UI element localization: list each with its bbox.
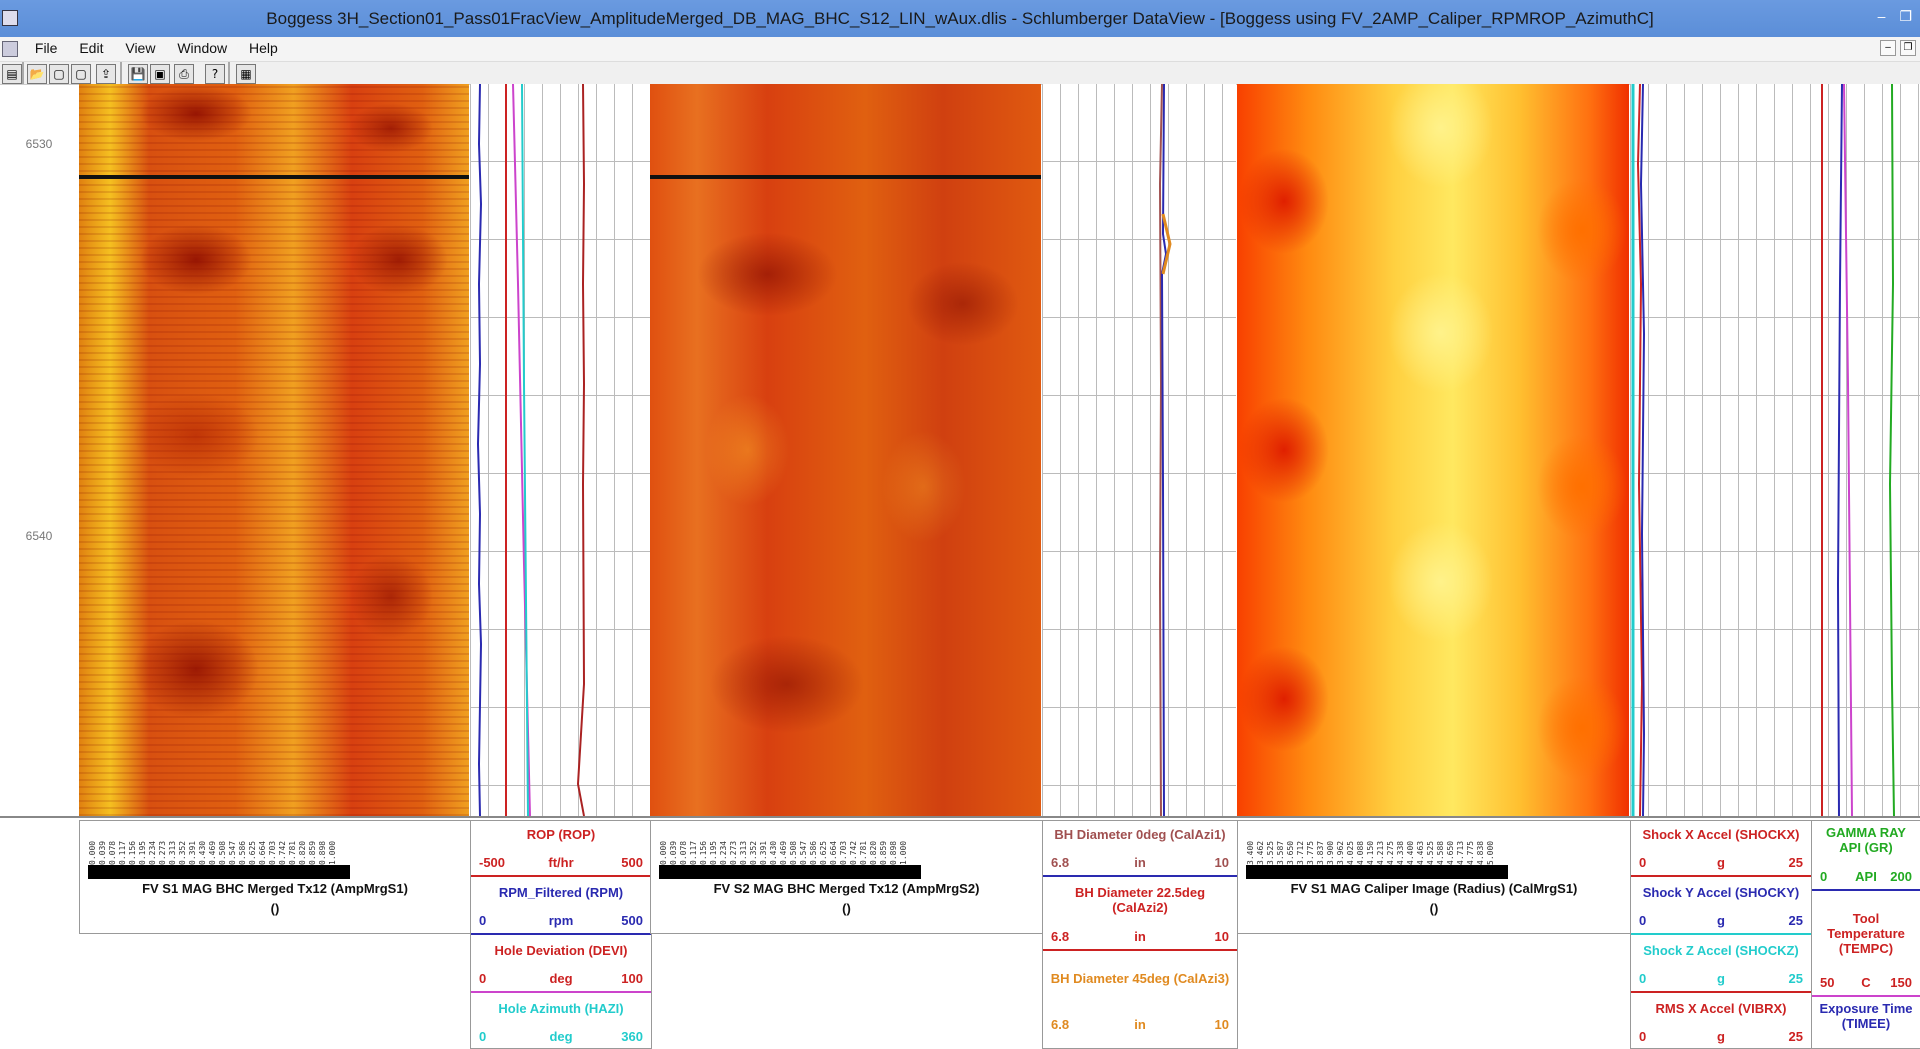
print-icon[interactable]: ⎙ [174, 64, 194, 84]
timee-name: Exposure Time (TIMEE) [1819, 1001, 1913, 1031]
rop-rpm-track [470, 84, 650, 816]
depth-label-6530: 6530 [25, 137, 53, 151]
gr-line [1812, 889, 1920, 891]
help-icon[interactable]: ? [205, 64, 225, 84]
shocky-curve [1639, 84, 1646, 816]
amp-s2-header[interactable]: 0.000 0.039 0.078 0.117 0.156 0.195 0.234 0.273… [650, 820, 1043, 934]
amp-s2-ticks: 0.000 0.039 0.078 0.117 0.156 0.195 0.234 0.273… [659, 840, 908, 865]
rop-line [471, 875, 651, 877]
save-icon[interactable]: 💾 [128, 64, 148, 84]
mdi-restore-button[interactable]: ❐ [1900, 40, 1916, 56]
save-as-icon[interactable]: ▣ [150, 64, 170, 84]
rpm-curve [476, 84, 483, 816]
calazi2-name: BH Diameter 22.5deg (CalAzi2) [1074, 885, 1206, 915]
restore-button[interactable]: ❐ [1899, 8, 1912, 24]
tempc-line [1812, 995, 1920, 997]
calazi2-line [1043, 949, 1237, 951]
caliper-name: FV S1 MAG Caliper Image (Radius) (CalMrg… [1290, 881, 1578, 896]
shock-curves [1630, 84, 1920, 816]
amp-s2-colorbar [659, 865, 921, 879]
new-icon[interactable]: ▤ [2, 64, 22, 84]
depth-marker-line-2 [650, 175, 1041, 179]
amp-s1-name: FV S1 MAG BHC Merged Tx12 (AmpMrgS1) [142, 881, 408, 896]
blank-icon[interactable]: ▢ [71, 64, 91, 84]
tempc-name: Tool Temperature (TEMPC) [1827, 911, 1905, 956]
open-icon[interactable]: 📂 [27, 64, 47, 84]
depth-label-6540: 6540 [25, 529, 53, 543]
shockz-line [1631, 991, 1811, 993]
menu-window[interactable]: Window [177, 40, 228, 56]
calazi1-curve [1158, 84, 1163, 816]
header-panel: 0.000 0.039 0.078 0.117 0.156 0.195 0.234 0.273… [0, 816, 1920, 1049]
title-bar: Boggess 3H_Section01_Pass01FracView_Ampl… [0, 0, 1920, 37]
caliper-image-header[interactable]: 3.400 3.462 3.525 3.587 3.650 3.712 3.775 3.837… [1237, 820, 1631, 934]
mdi-minimize-button[interactable]: – [1880, 40, 1896, 56]
amp-s1-ticks: 0.000 0.039 0.078 0.117 0.156 0.195 0.234 0.273… [88, 840, 337, 865]
timee-curve [1843, 84, 1853, 816]
caliper-colorbar [1246, 865, 1508, 879]
menu-view[interactable]: View [125, 40, 156, 56]
rop-rpm-curves [470, 84, 650, 816]
caliper-ticks: 3.400 3.462 3.525 3.587 3.650 3.712 3.775 3.837… [1246, 840, 1495, 865]
hazi-curve [521, 84, 529, 816]
menu-edit[interactable]: Edit [79, 40, 104, 56]
calazi2-curve [1160, 84, 1168, 816]
shockx-name: Shock X Accel (SHOCKX) [1642, 827, 1800, 842]
gr-curve [1888, 84, 1895, 816]
calazi1-line [1043, 875, 1237, 877]
app-icon[interactable] [2, 10, 18, 26]
blank-icon[interactable]: ▢ [49, 64, 69, 84]
menu-bar: File Edit View Window Help – ❐ [0, 37, 1920, 62]
gr-name: GAMMA RAY API (GR) [1826, 825, 1906, 855]
calazi3-curve [1161, 213, 1172, 275]
rop-group-header[interactable]: ROP (ROP) -500 ft/hr 500 RPM_Filtered (RPM… [470, 820, 652, 1049]
shock-group-header[interactable]: Shock X Accel (SHOCKX) 0 g 25 Shock Y Acce… [1630, 820, 1812, 1049]
shockx-line [1631, 875, 1811, 877]
rpm-name: RPM_Filtered (RPM) [498, 885, 624, 900]
minimize-button[interactable]: – [1877, 8, 1886, 24]
export-icon[interactable]: ⇪ [96, 64, 116, 84]
amp-s1-unit: () [270, 901, 280, 916]
hazi-name: Hole Azimuth (HAZI) [498, 1001, 624, 1016]
amp-s2-image[interactable] [650, 84, 1041, 816]
shocky-line [1631, 933, 1811, 935]
menu-file[interactable]: File [34, 40, 58, 56]
caliper-unit: () [1429, 901, 1439, 916]
shockz-name: Shock Z Accel (SHOCKZ) [1643, 943, 1799, 958]
caliper-image[interactable] [1237, 84, 1629, 816]
calazi1-name: BH Diameter 0deg (CalAzi1) [1054, 827, 1226, 842]
tempc-curve [1836, 84, 1843, 816]
menu-help[interactable]: Help [249, 40, 278, 56]
amp-s1-header[interactable]: 0.000 0.039 0.078 0.117 0.156 0.195 0.234 0.273… [79, 820, 471, 934]
gr-group-header[interactable]: GAMMA RAY API (GR) 0 API 200 Tool Temperat… [1811, 820, 1920, 1049]
toolbar: ▤ 📂 ▢ ▢ ⇪ 💾 ▣ ⎙ ? ▦ [0, 62, 1920, 85]
vibrx-name: RMS X Accel (VIBRX) [1655, 1001, 1787, 1016]
document-icon[interactable] [2, 41, 18, 57]
layout-icon[interactable]: ▦ [236, 64, 256, 84]
caliper-track [1042, 84, 1236, 816]
shocky-name: Shock Y Accel (SHOCKY) [1642, 885, 1800, 900]
devi-name: Hole Deviation (DEVI) [494, 943, 628, 958]
amp-s1-image[interactable] [79, 84, 469, 816]
caliper-curves-header[interactable]: BH Diameter 0deg (CalAzi1) 6.8 in 10 BH Di… [1042, 820, 1238, 1049]
window-title: Boggess 3H_Section01_Pass01FracView_Ampl… [266, 9, 1654, 28]
depth-marker-line [79, 175, 469, 179]
amp-s2-unit: () [842, 901, 851, 916]
rpm-line [471, 933, 651, 935]
amp-s1-colorbar [88, 865, 350, 879]
amp-s2-name: FV S2 MAG BHC Merged Tx12 (AmpMrgS2) [713, 881, 980, 896]
shockx-curve [1636, 84, 1644, 816]
caliper-curves [1042, 84, 1236, 816]
devi-line [471, 991, 651, 993]
rop-name: ROP (ROP) [526, 827, 596, 842]
gr-curve-track2 [576, 84, 586, 816]
calazi3-name: BH Diameter 45deg (CalAzi3) [1050, 971, 1230, 986]
shock-track [1630, 84, 1920, 816]
